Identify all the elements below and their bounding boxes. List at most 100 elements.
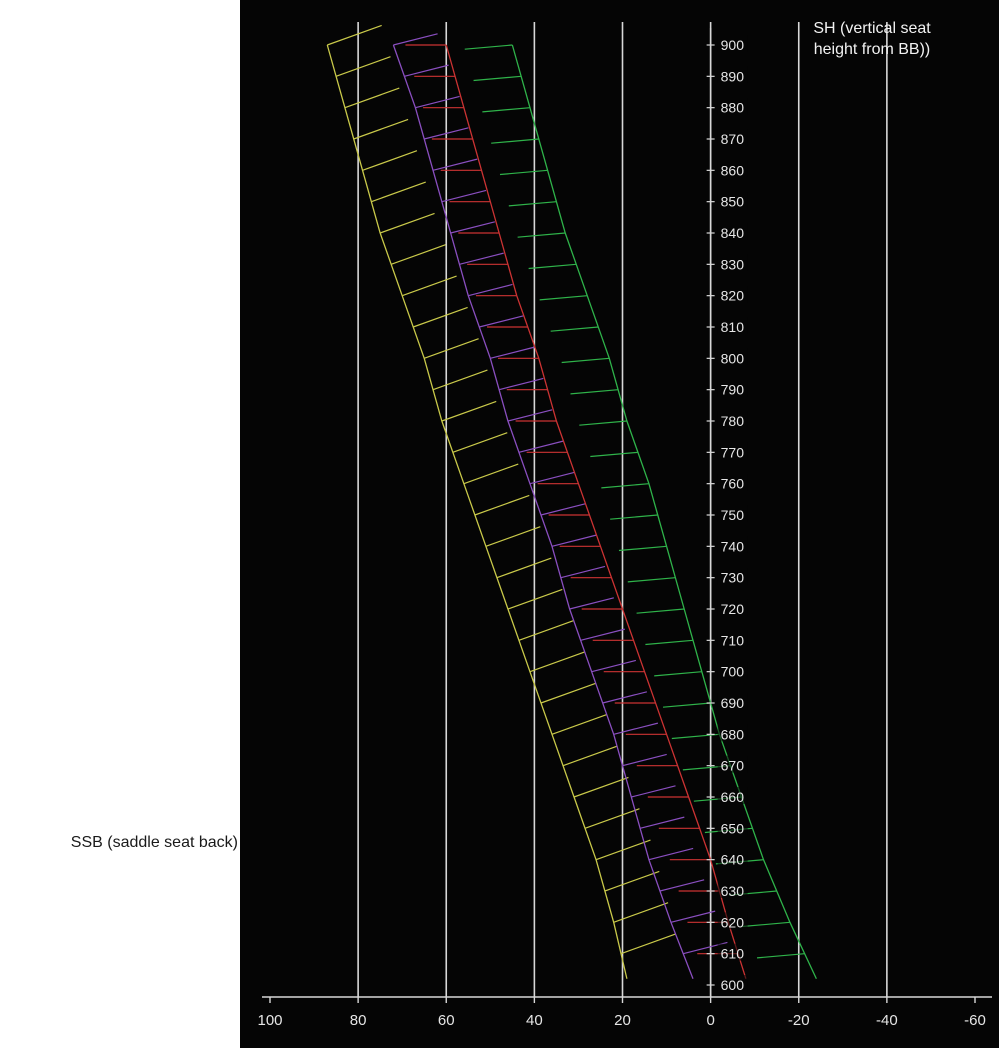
- plot-area: 100 80 60 40 20 0 -20 -40 -60 900 890 880 870 860 850 8…: [240, 0, 999, 1048]
- series-hatch-line: [636, 608, 685, 614]
- series-hatch-line: [601, 483, 649, 489]
- series-hatch-line: [618, 545, 667, 552]
- series-hatch-line: [441, 400, 497, 422]
- series-hatch-line: [474, 494, 530, 516]
- y-tick-label-bg: [717, 285, 748, 303]
- series-hatch-line: [573, 776, 629, 798]
- series-hatch-line: [604, 870, 660, 892]
- y-tick-label-bg: [717, 787, 748, 804]
- series-hatch-line: [570, 389, 619, 395]
- y-tick-label: 690: [721, 695, 745, 711]
- series-hatch-line: [645, 639, 694, 646]
- series-hatch-line: [508, 201, 557, 207]
- y-tick-label: 880: [721, 100, 745, 116]
- y-tick-label-bg: [717, 223, 748, 240]
- series-hatch-line: [452, 432, 508, 453]
- y-tick-label-bg: [717, 254, 748, 272]
- series-hatch-line: [620, 933, 676, 955]
- series-hatch-line: [662, 702, 711, 708]
- y-tick-label: 820: [721, 288, 745, 304]
- series-hatch-line: [551, 534, 597, 547]
- y-tick-label: 720: [721, 601, 745, 617]
- y-tick-label-bg: [717, 630, 748, 648]
- y-tick-label: 610: [721, 946, 745, 962]
- y-tick-label-bg: [717, 348, 748, 366]
- series-hatch-line: [464, 44, 513, 50]
- y-axis-label: SH (vertical seat height from BB)): [813, 20, 931, 58]
- y-tick-label: 790: [721, 382, 745, 398]
- series-hatch-line: [450, 221, 496, 234]
- y-tick-label: 830: [721, 256, 745, 272]
- y-tick-label-bg: [717, 943, 748, 961]
- series-hatch-line: [540, 503, 586, 516]
- x-axis-label: SSB (saddle seat back): [70, 834, 238, 851]
- series-hatch-line: [610, 514, 658, 520]
- y-tick-label: 770: [721, 444, 745, 460]
- series-hatch-line: [540, 682, 596, 704]
- series-hatch-line: [479, 315, 524, 328]
- y-tick-label-bg: [717, 536, 748, 554]
- series-hatch-line: [468, 283, 513, 297]
- y-tick-label-bg: [717, 849, 748, 867]
- y-tick-label: 670: [721, 758, 745, 774]
- y-tick-label: 750: [721, 507, 745, 523]
- y-tick-label: 640: [721, 852, 745, 868]
- x-tick-label: 60: [438, 1012, 455, 1029]
- y-tick-label-bg: [717, 66, 748, 84]
- y-tick-label: 890: [721, 68, 745, 84]
- series-hatch-line: [353, 118, 409, 140]
- series-hatch-line: [499, 169, 548, 176]
- series-hatch-line: [441, 189, 487, 203]
- series-hatch-line: [393, 33, 438, 46]
- x-tick-label: -20: [788, 1012, 810, 1029]
- series-hatch-line: [595, 839, 651, 861]
- series-hatch-line: [551, 714, 607, 735]
- series-hatch-line: [463, 463, 519, 485]
- y-tick-label: 700: [721, 664, 745, 680]
- y-tick-label: 620: [721, 914, 745, 930]
- series-hatch-line: [670, 910, 716, 923]
- series-hatch-line: [473, 75, 522, 82]
- y-tick-label-bg: [717, 505, 748, 522]
- y-tick-label: 650: [721, 820, 745, 836]
- series-boundary-line: [392, 44, 694, 979]
- series-hatch-line: [507, 409, 553, 422]
- y-tick-label-bg: [717, 661, 748, 679]
- series-hatch-line: [539, 295, 588, 301]
- y-tick-label-bg: [717, 599, 748, 616]
- series-hatch-line: [671, 733, 720, 740]
- y-tick-label-bg: [717, 129, 748, 146]
- series-boundary-line: [445, 44, 747, 979]
- series-hatch-line: [517, 232, 566, 238]
- y-tick-label: 800: [721, 350, 745, 366]
- series-hatch-line: [590, 451, 638, 458]
- y-tick-label: 740: [721, 538, 745, 554]
- x-tick-label: 40: [526, 1012, 543, 1029]
- y-tick-label-bg: [717, 191, 748, 209]
- series-hatch-line: [627, 577, 676, 583]
- series-hatch-line: [390, 244, 446, 265]
- series-hatch-line: [344, 87, 400, 109]
- series-hatch-line: [591, 659, 637, 673]
- y-tick-label-bg: [717, 411, 748, 428]
- series-hatch-line: [424, 127, 469, 140]
- series-hatch-line: [613, 902, 669, 923]
- series-hatch-line: [756, 953, 805, 959]
- y-tick-label-bg: [717, 881, 748, 898]
- series-hatch-line: [362, 150, 418, 171]
- y-tick-label-bg: [717, 912, 748, 930]
- y-tick-label-bg: [717, 724, 748, 742]
- series-hatch-line: [622, 753, 667, 767]
- y-tick-label: 780: [721, 413, 745, 429]
- series-hatch-line: [529, 651, 585, 673]
- series-hatch-line: [415, 95, 460, 109]
- y-tick-label: 900: [721, 37, 745, 53]
- series-hatch-line: [496, 557, 552, 579]
- series-hatch-line: [507, 588, 563, 610]
- y-tick-label: 760: [721, 476, 745, 492]
- series-hatch-line: [482, 107, 531, 113]
- x-tick-label: 100: [257, 1012, 282, 1029]
- series-hatch-line: [562, 745, 618, 767]
- y-tick-label-bg: [717, 567, 748, 585]
- series-hatch-line: [498, 377, 544, 391]
